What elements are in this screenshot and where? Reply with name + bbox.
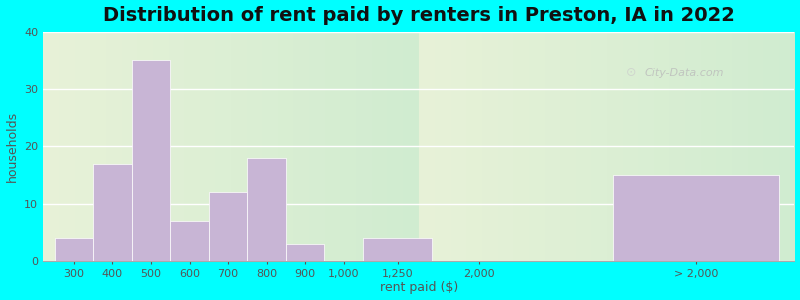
Title: Distribution of rent paid by renters in Preston, IA in 2022: Distribution of rent paid by renters in … — [103, 6, 734, 25]
Bar — [170, 221, 209, 261]
Bar — [614, 175, 779, 261]
Y-axis label: households: households — [6, 111, 18, 182]
Bar — [132, 60, 170, 261]
Text: ⊙: ⊙ — [626, 67, 636, 80]
X-axis label: rent paid ($): rent paid ($) — [380, 281, 458, 294]
Bar — [363, 238, 432, 261]
Bar — [247, 158, 286, 261]
Text: City-Data.com: City-Data.com — [644, 68, 724, 78]
Bar — [286, 244, 324, 261]
Bar — [54, 238, 93, 261]
Bar — [93, 164, 132, 261]
Bar — [209, 192, 247, 261]
